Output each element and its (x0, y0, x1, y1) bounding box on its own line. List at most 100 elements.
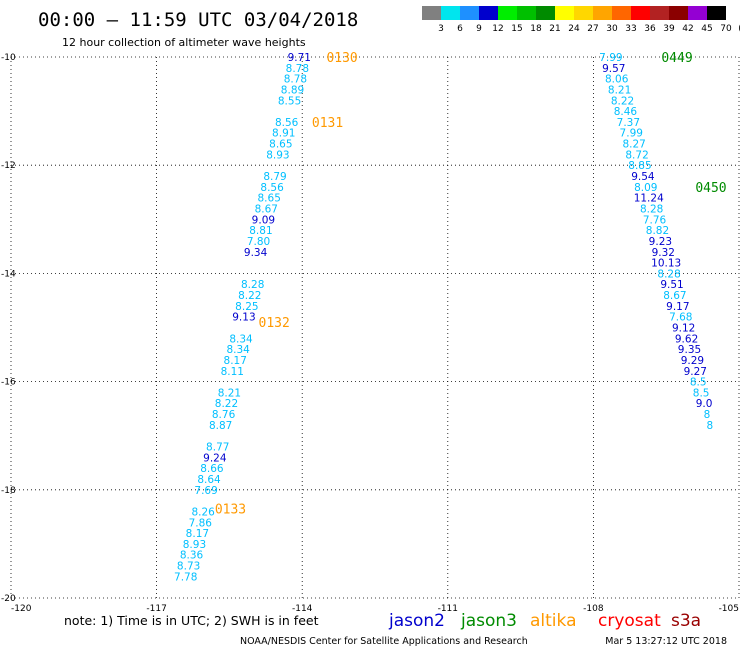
legend-entry: jason3 (460, 611, 517, 631)
color-scale-swatch (460, 6, 479, 20)
wave-height-value: 8.66 (200, 463, 224, 475)
color-scale-swatch (631, 6, 650, 20)
wave-height-value: 8.67 (255, 203, 278, 215)
wave-height-value: 8.89 (281, 84, 304, 96)
wave-height-value: 10.13 (651, 258, 681, 270)
wave-height-value: 8 (704, 409, 711, 421)
chart-title: 00:00 – 11:59 UTC 03/04/2018 (38, 9, 358, 31)
wave-height-value: 9.32 (652, 247, 675, 259)
color-scale-label: 12 (492, 24, 503, 34)
color-scale-label: 39 (663, 24, 675, 34)
legend-entry: altika (530, 611, 577, 631)
color-scale-swatch (669, 6, 688, 20)
color-scale-label: 6 (457, 24, 463, 34)
color-scale-label: 15 (511, 24, 522, 34)
wave-height-value: 8.09 (634, 182, 657, 194)
color-scale-label: 70 (720, 24, 732, 34)
y-tick-label: -10 (1, 53, 16, 63)
wave-height-value: 8.17 (224, 355, 247, 367)
wave-height-value: 7.68 (669, 312, 692, 324)
axis-tick-labels: -120 -117 -114 -111 -108 -105 -10 -12 -14 -16 -18 -… (1, 53, 739, 614)
wave-height-value: 8.06 (605, 74, 629, 86)
wave-height-value: 9.13 (232, 312, 255, 324)
wave-height-value: 8.93 (266, 149, 289, 161)
wave-height-value: 8.21 (608, 84, 631, 96)
x-tick-label: -120 (11, 604, 32, 614)
wave-height-value: 8.17 (186, 528, 209, 540)
footer-credit: NOAA/NESDIS Center for Satellite Applica… (240, 636, 528, 647)
wave-height-value: 8.81 (249, 225, 272, 237)
x-tick-label: -114 (292, 604, 313, 614)
color-scale-label: 3 (438, 24, 444, 34)
y-tick-label: -16 (1, 378, 16, 388)
wave-height-value: 8.65 (269, 139, 292, 151)
color-scale-label: 24 (568, 24, 580, 34)
time-label: 0130 (326, 51, 357, 66)
wave-height-value: 8.82 (646, 225, 669, 237)
legend-entry: jason2 (388, 611, 445, 631)
wave-height-value: 8.28 (657, 268, 680, 280)
time-label: 0131 (312, 116, 343, 131)
wave-height-value: 8.72 (625, 149, 648, 161)
y-tick-label: -18 (1, 486, 16, 496)
wave-height-value: 8.73 (177, 561, 200, 573)
y-tick-label: -14 (1, 269, 16, 279)
color-scale-swatch (555, 6, 574, 20)
color-scale-swatch (479, 6, 498, 20)
wave-height-value: 8.87 (209, 420, 232, 432)
wave-height-value: 8.65 (258, 193, 281, 205)
wave-height-value: 7.69 (194, 485, 217, 497)
time-label: 0449 (661, 51, 692, 66)
wave-height-value: 8.22 (215, 398, 238, 410)
color-scale-swatch (707, 6, 726, 20)
color-scale-swatch (688, 6, 707, 20)
wave-height-value: 8.46 (614, 106, 638, 118)
wave-height-value: 8.22 (238, 290, 261, 302)
wave-height-value: 8.55 (278, 95, 301, 107)
wave-height-value: 9.51 (660, 279, 683, 291)
wave-height-value: 9.57 (602, 63, 625, 75)
color-scale-label: 33 (625, 24, 636, 34)
wave-height-value: 8.28 (640, 203, 663, 215)
wave-height-value: 8.78 (284, 74, 307, 86)
wave-height-value: 8.56 (275, 117, 299, 129)
color-scale-swatch (498, 6, 517, 20)
wave-height-value: 9.29 (681, 355, 704, 367)
legend-entry: cryosat (598, 611, 661, 631)
grid-lines (10, 56, 740, 599)
wave-height-value: 8.27 (622, 139, 645, 151)
x-tick-label: -117 (146, 604, 166, 614)
color-scale-label: 18 (530, 24, 542, 34)
footer-timestamp: Mar 5 13:27:12 UTC 2018 (605, 636, 727, 647)
wave-height-value: 8.76 (212, 409, 236, 421)
legend-entry: s3a (671, 611, 701, 631)
wave-height-value: 8.85 (628, 160, 651, 172)
wave-height-value: 9.62 (675, 333, 698, 345)
color-scale-label: 42 (682, 24, 693, 34)
time-label: 0133 (215, 503, 246, 518)
wave-height-value: 11.24 (634, 193, 664, 205)
wave-height-value: 8.28 (241, 279, 264, 291)
wave-height-value: 9.24 (203, 452, 227, 464)
time-label: 0132 (259, 316, 290, 331)
wave-height-value: 8.78 (286, 63, 309, 75)
wave-height-value: 8.36 (180, 550, 204, 562)
wave-height-value: 8.34 (229, 333, 253, 345)
wave-height-value: 7.76 (643, 214, 667, 226)
color-scale-label: (ft) (738, 24, 740, 34)
wave-height-value: 8.79 (263, 171, 286, 183)
wave-height-value: 9.12 (672, 323, 695, 335)
color-scale-label: 27 (587, 24, 598, 34)
wave-height-value: 8.64 (197, 474, 221, 486)
color-scale-swatch (517, 6, 536, 20)
color-scale-label: 9 (476, 24, 482, 34)
x-tick-label: -111 (438, 604, 458, 614)
wave-height-value: 9.54 (631, 171, 655, 183)
color-scale-label: 30 (606, 24, 618, 34)
wave-height-value: 8.56 (260, 182, 284, 194)
wave-height-value: 8.22 (611, 95, 634, 107)
color-scale-swatch (422, 6, 441, 20)
chart-subtitle: 12 hour collection of altimeter wave hei… (62, 36, 306, 49)
color-scale-swatch (536, 6, 555, 20)
